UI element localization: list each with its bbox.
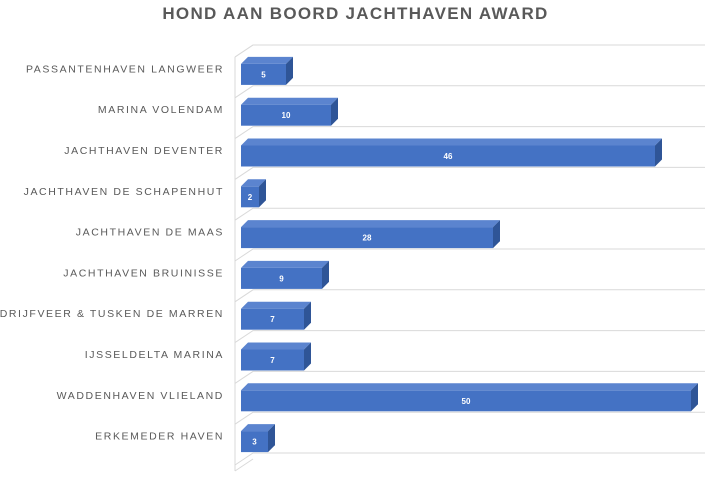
bar	[241, 349, 304, 371]
bar-side	[286, 56, 293, 85]
value-label: 28	[363, 234, 372, 243]
bar-top	[241, 260, 329, 268]
category-label: MARINA VOLENDAM	[98, 104, 224, 116]
bar	[241, 63, 286, 85]
chart-title: HOND AAN BOORD JACHTHAVEN AWARD	[162, 4, 549, 23]
bar-side	[259, 179, 266, 208]
bar	[241, 186, 259, 208]
gridline	[234, 330, 705, 344]
value-label: 3	[252, 438, 257, 447]
bar	[241, 308, 304, 330]
bar	[241, 227, 493, 249]
gridline	[234, 207, 705, 221]
bar-top	[241, 138, 662, 146]
category-labels: 5 PASSANTENHAVEN LANGWEER 10 MARINA VOLENDA…	[0, 63, 471, 446]
category-label: IJSSELDELTA MARINA	[85, 349, 224, 361]
gridline	[234, 411, 705, 425]
gridline	[234, 44, 705, 58]
bar	[241, 267, 322, 289]
value-label: 10	[282, 111, 291, 120]
bar	[241, 104, 331, 126]
category-label: PASSANTENHAVEN LANGWEER	[26, 63, 224, 75]
bar-side	[691, 383, 698, 412]
value-label: 5	[261, 70, 266, 79]
bars	[241, 56, 698, 453]
gridline	[234, 85, 705, 99]
bar-top	[241, 179, 266, 187]
gridline	[234, 289, 705, 303]
bar	[241, 145, 655, 167]
category-label: ERKEMEDER HAVEN	[95, 431, 224, 443]
bar-side	[268, 424, 275, 453]
bar-top	[241, 97, 338, 105]
gridline	[234, 166, 705, 180]
gridline	[234, 126, 705, 140]
value-label: 46	[444, 152, 453, 161]
bar-side	[304, 342, 311, 371]
bar-top	[241, 56, 293, 64]
value-label: 2	[248, 193, 253, 202]
category-label: JACHTHAVEN DEVENTER	[64, 145, 224, 157]
axis-wall-bottom	[234, 458, 254, 472]
value-label: 9	[279, 274, 284, 283]
bar	[241, 390, 691, 412]
value-label: 7	[270, 356, 275, 365]
category-label: DE DRIJFVEER & TUSKEN DE MARREN	[0, 308, 224, 320]
category-label: JACHTHAVEN DE SCHAPENHUT	[24, 186, 224, 198]
gridline	[234, 370, 705, 384]
category-label: WADDENHAVEN VLIELAND	[57, 390, 224, 402]
category-label: JACHTHAVEN BRUINISSE	[63, 267, 224, 279]
bar-side	[493, 220, 500, 249]
bar-side	[322, 260, 329, 289]
bar-top	[241, 424, 275, 432]
bar-top	[241, 220, 500, 228]
bar-side	[304, 301, 311, 330]
value-label: 50	[462, 397, 471, 406]
bar-top	[241, 383, 698, 391]
gridline	[234, 452, 705, 466]
bar-side	[655, 138, 662, 167]
bar-side	[331, 97, 338, 126]
category-label: JACHTHAVEN DE MAAS	[76, 227, 224, 239]
bar-top	[241, 301, 311, 309]
gridlines	[234, 44, 705, 472]
value-label: 7	[270, 315, 275, 324]
bar-top	[241, 342, 311, 350]
gridline	[234, 248, 705, 262]
bar	[241, 431, 268, 453]
